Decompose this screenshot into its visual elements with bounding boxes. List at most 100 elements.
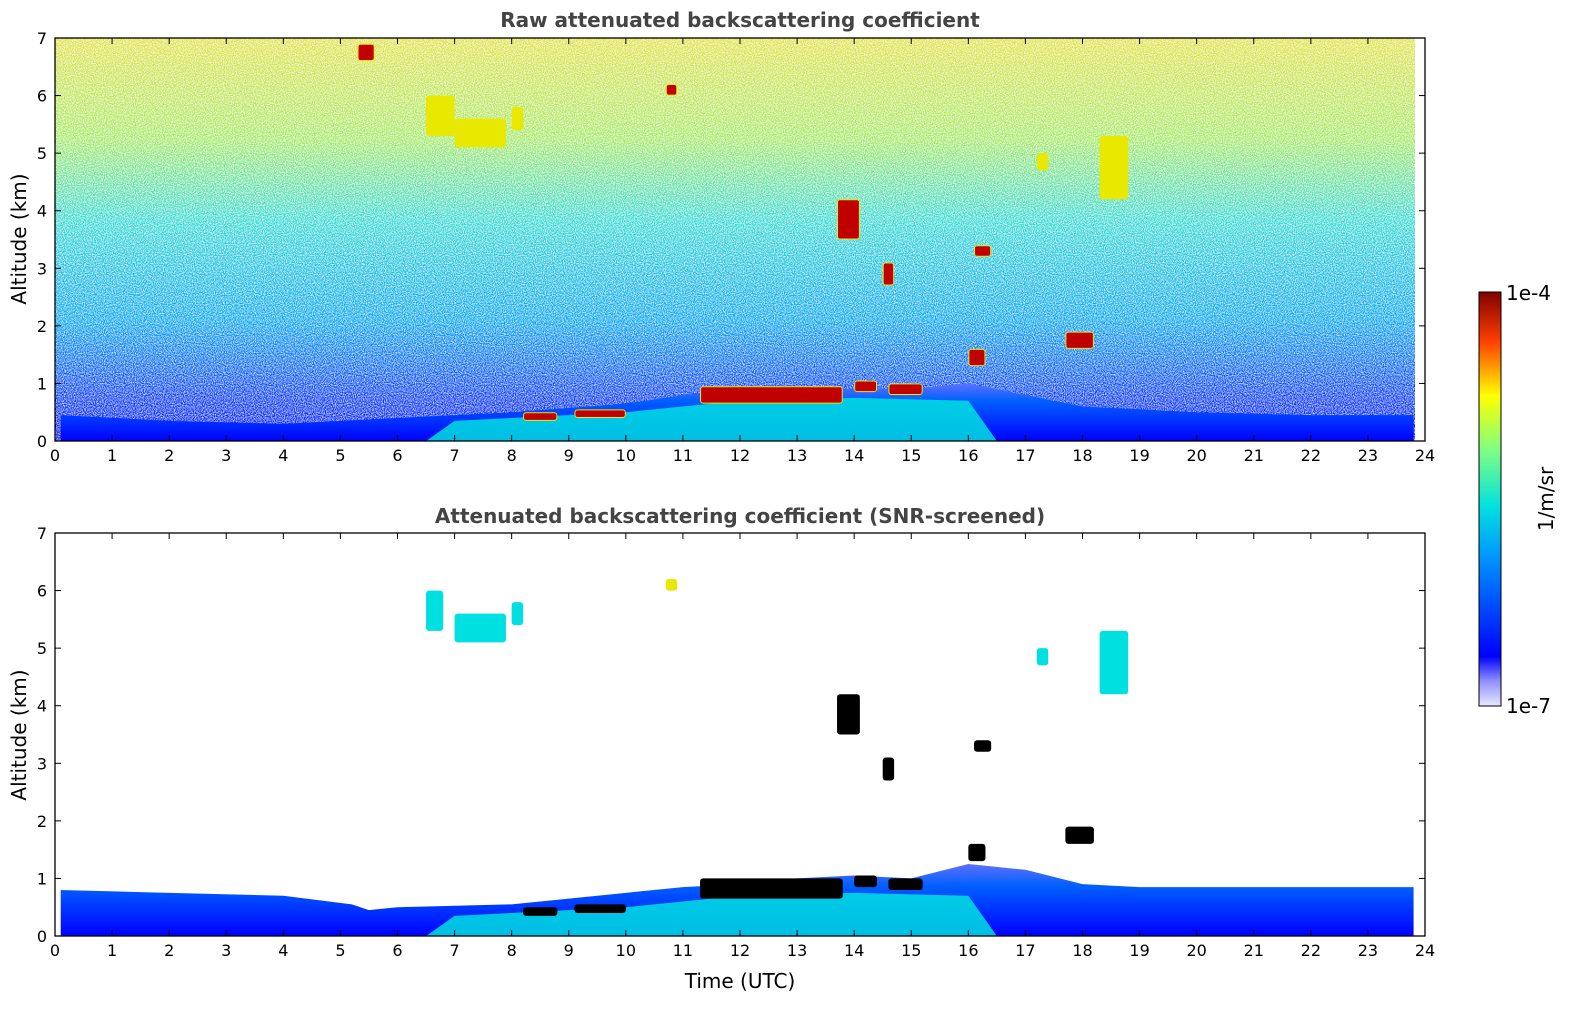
- x-tick-label: 12: [730, 941, 750, 960]
- cloud-core: [666, 85, 677, 95]
- x-tick-label: 14: [844, 941, 864, 960]
- x-tick-label: 3: [221, 941, 231, 960]
- colorbar-gradient: [1478, 291, 1502, 707]
- cloud-feature: [1099, 630, 1129, 695]
- cloud-feature: [574, 904, 626, 913]
- colorbar-min-label: 1e-7: [1506, 694, 1551, 718]
- x-tick-label: 1: [107, 446, 117, 465]
- y-tick-label: 7: [37, 524, 47, 543]
- x-tick-label: 18: [1072, 941, 1092, 960]
- y-tick-label: 0: [37, 432, 47, 451]
- x-tick-label: 0: [50, 941, 60, 960]
- cloud-feature: [1099, 135, 1129, 200]
- cloud-feature: [974, 740, 992, 752]
- cloud-feature: [511, 602, 524, 626]
- raw-panel-title: Raw attenuated backscattering coefficien…: [500, 8, 980, 32]
- cloud-feature: [968, 843, 986, 862]
- x-tick-label: 6: [392, 941, 402, 960]
- cloud-feature: [426, 95, 455, 136]
- x-tick-label: 19: [1129, 446, 1149, 465]
- y-tick-label: 7: [37, 29, 47, 48]
- y-tick-label: 1: [37, 374, 47, 393]
- x-tick-label: 16: [958, 941, 978, 960]
- cloud-core: [969, 349, 985, 366]
- x-tick-label: 7: [449, 446, 459, 465]
- x-tick-label: 0: [50, 446, 60, 465]
- cloud-core: [524, 413, 557, 420]
- x-tick-label: 24: [1415, 446, 1435, 465]
- y-tick-label: 4: [37, 697, 47, 716]
- cloud-feature: [454, 118, 506, 148]
- cloud-core: [701, 387, 842, 403]
- cloud-feature: [1036, 648, 1049, 666]
- y-tick-label: 3: [37, 754, 47, 773]
- cloud-feature: [854, 875, 877, 888]
- x-tick-label: 16: [958, 446, 978, 465]
- colorbar: 1e-4 1e-7 1/m/sr: [1478, 281, 1558, 718]
- cloud-feature: [426, 590, 444, 631]
- aerosol-layer: [426, 397, 997, 441]
- x-tick-label: 23: [1358, 941, 1378, 960]
- screened-panel-title: Attenuated backscattering coefficient (S…: [435, 504, 1045, 528]
- cloud-feature: [837, 694, 860, 735]
- x-tick-label: 9: [564, 446, 574, 465]
- screened-background-field: [55, 533, 1425, 936]
- x-tick-label: 24: [1415, 941, 1435, 960]
- cloud-core: [1066, 332, 1093, 348]
- x-tick-label: 15: [901, 446, 921, 465]
- x-tick-label: 9: [564, 941, 574, 960]
- cloud-feature: [1036, 153, 1049, 171]
- cloud-core: [975, 246, 991, 256]
- cloud-feature: [700, 878, 843, 899]
- x-tick-label: 20: [1186, 941, 1206, 960]
- y-tick-label: 5: [37, 639, 47, 658]
- x-tick-label: 22: [1301, 941, 1321, 960]
- y-tick-label: 0: [37, 927, 47, 946]
- y-tick-label: 3: [37, 259, 47, 278]
- x-tick-label: 5: [335, 446, 345, 465]
- aerosol-layer: [426, 892, 997, 936]
- cloud-core: [358, 44, 374, 61]
- y-tick-label: 2: [37, 317, 47, 336]
- x-tick-label: 11: [673, 446, 693, 465]
- x-tick-label: 14: [844, 446, 864, 465]
- x-tick-label: 17: [1015, 941, 1035, 960]
- cloud-feature: [1065, 826, 1094, 844]
- cloud-feature: [523, 907, 558, 916]
- x-tick-label: 2: [164, 446, 174, 465]
- x-tick-label: 6: [392, 446, 402, 465]
- x-tick-label: 2: [164, 941, 174, 960]
- cloud-core: [889, 384, 922, 394]
- raw-backscatter-panel: 0 1 2 3 4 5 6 7 8 9 10 11 12 13 14 15 16 17 18 19 20 21 22 23 24…: [7, 8, 1435, 465]
- snr-screened-panel: 0 1 2 3 4 5 6 7 8 9 10 11 12 13 14 15 16 17 18 19 20 21 22 23 24…: [7, 504, 1435, 993]
- cloud-core: [883, 263, 894, 285]
- cloud-feature: [665, 579, 678, 591]
- colorbar-max-label: 1e-4: [1506, 281, 1551, 305]
- y-tick-label: 2: [37, 812, 47, 831]
- x-tick-label: 20: [1186, 446, 1206, 465]
- y-tick-label: 6: [37, 582, 47, 601]
- y-tick-label: 4: [37, 202, 47, 221]
- x-tick-label: 23: [1358, 446, 1378, 465]
- cloud-core: [575, 410, 625, 417]
- x-tick-label: 12: [730, 446, 750, 465]
- y-tick-label: 6: [37, 87, 47, 106]
- cloud-core: [855, 381, 876, 392]
- cloud-feature: [888, 878, 923, 890]
- cloud-core: [838, 200, 859, 239]
- cloud-feature: [454, 613, 506, 643]
- x-tick-label: 10: [616, 446, 636, 465]
- raw-y-axis-label: Altitude (km): [7, 173, 31, 304]
- x-tick-label: 4: [278, 941, 288, 960]
- x-tick-label: 3: [221, 446, 231, 465]
- x-tick-label: 17: [1015, 446, 1035, 465]
- raw-noise-overlay: [55, 38, 1415, 441]
- x-axis-label: Time (UTC): [684, 969, 796, 993]
- x-tick-label: 13: [787, 941, 807, 960]
- x-tick-label: 8: [507, 941, 517, 960]
- x-tick-label: 5: [335, 941, 345, 960]
- colorbar-unit-label: 1/m/sr: [1534, 466, 1558, 531]
- x-tick-label: 10: [616, 941, 636, 960]
- x-tick-label: 13: [787, 446, 807, 465]
